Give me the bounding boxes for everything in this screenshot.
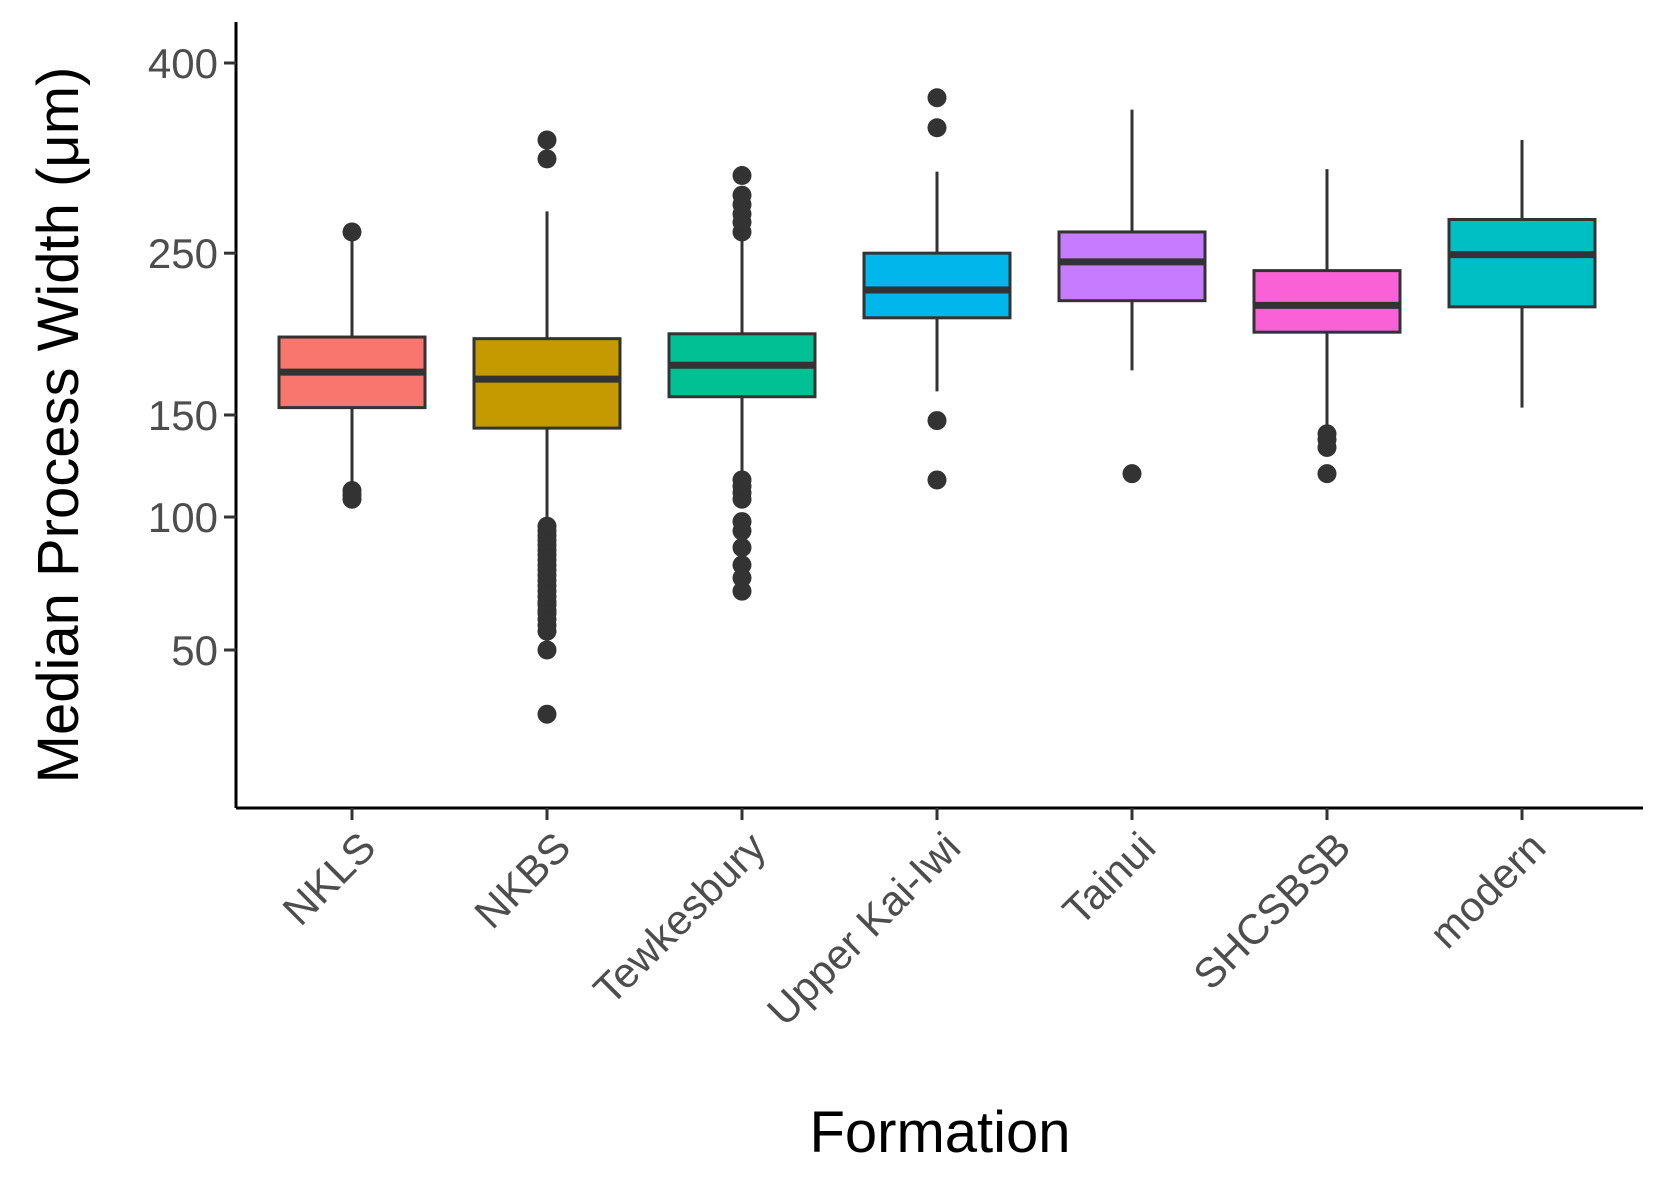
outlier-point [927,118,947,138]
box-group-tainui [1057,109,1207,484]
x-tick-label: Upper Kai-Iwi [758,823,969,1034]
outlier-point [537,516,557,536]
outlier-point [1122,464,1142,484]
y-tick-label: 250 [148,230,218,277]
box-group-modern [1447,140,1597,408]
plot-area [277,88,1597,724]
x-tick-label: modern [1420,823,1554,957]
box [1252,269,1402,334]
x-tick-label: Tainui [1054,823,1165,934]
y-axis: 50 100 150 250 400 [148,22,238,808]
box-group-shcsbsb [1252,169,1402,484]
box-group-nkbs [472,130,622,724]
box [862,251,1012,320]
y-axis-title: Median Process Width (μm) [26,67,91,784]
outlier-point [537,704,557,724]
outlier-point [732,555,752,575]
outlier-point [732,512,752,532]
outlier-point [732,185,752,205]
outlier-point [927,411,947,431]
outlier-point [537,640,557,660]
y-tick-label: 150 [148,392,218,439]
outlier-point [732,538,752,558]
box-group-nkls [277,222,427,509]
outlier-point [732,470,752,490]
box [472,337,622,430]
x-tick-label: SHCSBSB [1184,823,1359,998]
y-tick-label: 50 [171,627,218,674]
outlier-point [1317,464,1337,484]
outlier-point [732,166,752,186]
outlier-point [927,470,947,490]
outlier-point [1317,424,1337,444]
outlier-point [732,581,752,601]
x-tick-label: NKBS [465,823,579,937]
y-tick-label: 400 [148,40,218,87]
x-axis-title: Formation [809,1100,1070,1165]
box [1447,218,1597,309]
outlier-point [537,149,557,169]
x-tick-label: NKLS [274,823,385,934]
box-group-tewkesbury [667,166,817,601]
outlier-point [927,88,947,108]
outlier-point [342,481,362,501]
y-tick-label: 100 [148,494,218,541]
outlier-point [342,222,362,242]
box [1057,230,1207,303]
box-group-upper-kai-iwi [862,88,1012,490]
outlier-point [537,130,557,150]
x-tick-label: Tewkesbury [584,823,774,1013]
